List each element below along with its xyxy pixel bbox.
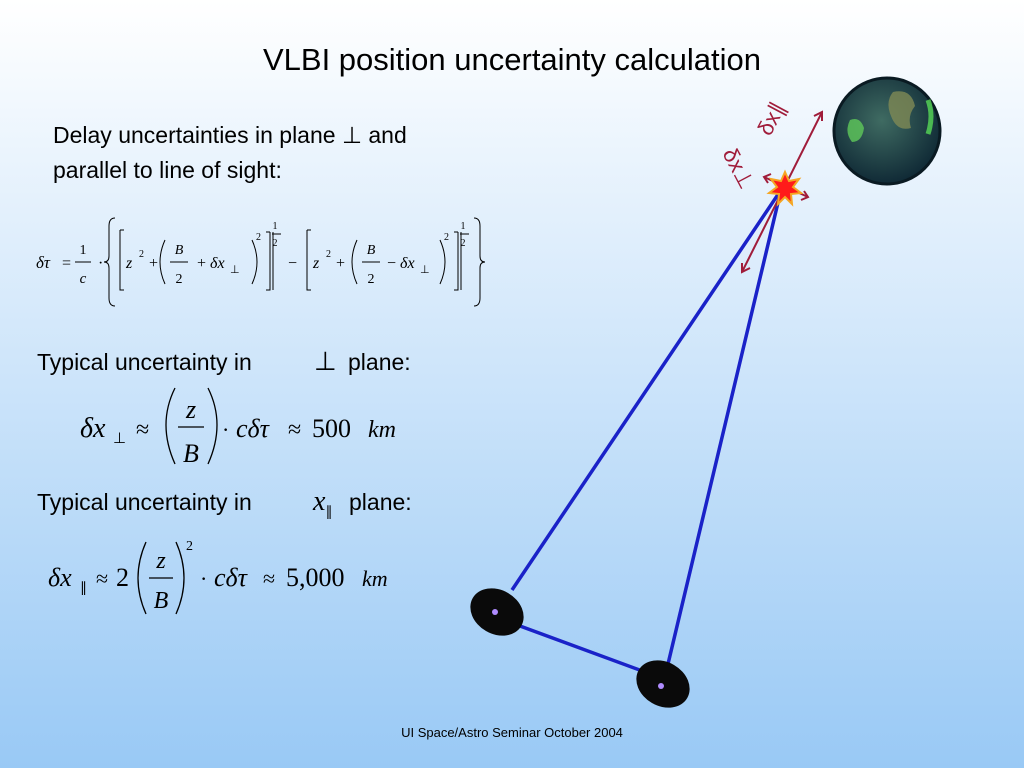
formula-token: ≈ bbox=[136, 417, 149, 443]
formula-token: · bbox=[222, 417, 229, 442]
formula-token: δx bbox=[210, 255, 225, 272]
formula-token: 2 bbox=[256, 232, 261, 243]
formula-token: − bbox=[288, 255, 297, 272]
intro-line: parallel to line of sight: bbox=[53, 157, 282, 183]
formula-token: − bbox=[387, 255, 396, 272]
formula-token: z bbox=[185, 395, 196, 424]
formula-token: 2 bbox=[461, 238, 466, 249]
formula-token: ∥ bbox=[80, 581, 87, 596]
formula-token: ⊥ bbox=[420, 264, 430, 276]
formula-token: ≈ bbox=[263, 566, 275, 591]
formula-token: δτ bbox=[36, 253, 51, 272]
section-label: Typical uncertainty in bbox=[37, 349, 252, 375]
formula-token: B bbox=[154, 588, 169, 614]
formula-token: 2 bbox=[186, 539, 193, 554]
formula-token: 2 bbox=[368, 272, 375, 287]
formula-token: ⊥ bbox=[113, 431, 126, 447]
intro-line: Delay uncertainties in plane ⊥ and bbox=[53, 122, 407, 148]
section-suffix: plane: bbox=[348, 349, 411, 375]
formula-token: z bbox=[312, 255, 320, 272]
formula-token: + bbox=[336, 255, 345, 272]
diagram: δx∥ δx⊥ bbox=[470, 76, 942, 708]
section-label: Typical uncertainty in bbox=[37, 489, 252, 515]
formula-token: B bbox=[175, 243, 184, 258]
formula-token: · bbox=[200, 566, 207, 591]
formula-token: 2 bbox=[444, 232, 449, 243]
formula-token: + bbox=[197, 255, 206, 272]
formula-token: km bbox=[368, 417, 396, 443]
source-star bbox=[766, 169, 804, 207]
formula bbox=[137, 541, 185, 615]
formula-token: δx bbox=[400, 255, 415, 272]
formula-token: 5,000 bbox=[286, 563, 345, 592]
formula-token: 1 bbox=[80, 243, 87, 258]
formula-token: 1 bbox=[273, 221, 278, 232]
formula-token: δx bbox=[48, 563, 72, 592]
section-suffix: plane: bbox=[349, 489, 412, 515]
land bbox=[847, 119, 864, 142]
baselines bbox=[510, 189, 783, 674]
formula-token: = bbox=[62, 255, 71, 272]
title: VLBI position uncertainty calculation bbox=[263, 42, 761, 77]
formula-token: z bbox=[125, 255, 133, 272]
formula-token: ⊥ bbox=[230, 264, 240, 276]
formula-token: B bbox=[367, 243, 376, 258]
formula-token: 2 bbox=[116, 563, 129, 592]
formula-token: c bbox=[80, 271, 87, 287]
formula-token: 500 bbox=[312, 414, 351, 443]
land bbox=[888, 91, 915, 129]
section-text: Typical uncertainty in ⊥ plane: bbox=[37, 346, 411, 376]
formula-token: cδτ bbox=[236, 414, 271, 443]
footer: UI Space/Astro Seminar October 2004 bbox=[401, 725, 623, 740]
antenna-feed bbox=[492, 609, 498, 615]
formula-token: 2 bbox=[273, 238, 278, 249]
formula-token: ≈ bbox=[96, 566, 108, 591]
section-symbol: ⊥ bbox=[314, 346, 337, 376]
formula-token: cδτ bbox=[214, 563, 249, 592]
land bbox=[925, 99, 934, 135]
formula-token: km bbox=[362, 566, 388, 591]
formula-token: ≈ bbox=[288, 417, 301, 443]
formula-token: · bbox=[98, 255, 103, 272]
antenna-feed bbox=[658, 683, 664, 689]
formula-token: z bbox=[155, 548, 166, 574]
formula-token: δx bbox=[80, 413, 106, 444]
formula-token: 2 bbox=[139, 249, 144, 260]
formula-token: 1 bbox=[461, 221, 466, 232]
formula bbox=[75, 217, 486, 307]
formula bbox=[165, 387, 218, 465]
formula-token: 2 bbox=[176, 272, 183, 287]
section-subscript: ∥ bbox=[325, 503, 332, 519]
formula-token: B bbox=[183, 439, 199, 468]
section-text: Typical uncertainty in x∥ plane: bbox=[37, 486, 412, 519]
formula-token: 2 bbox=[326, 249, 331, 260]
formula-token: + bbox=[149, 255, 158, 272]
section-symbol: x bbox=[312, 486, 326, 517]
